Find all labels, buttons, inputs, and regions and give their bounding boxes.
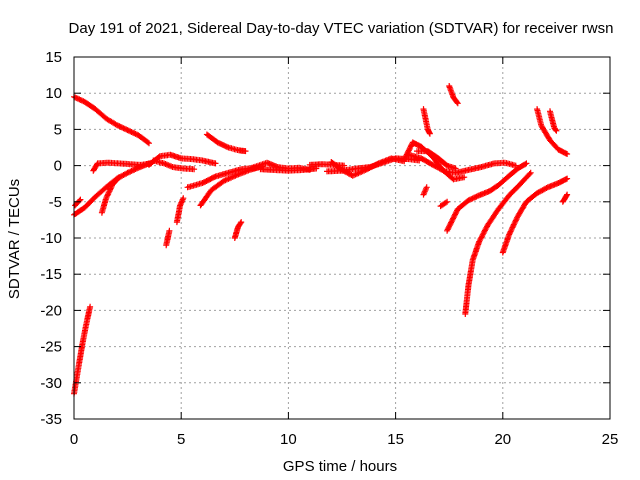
series-track-z	[446, 83, 461, 107]
series-track-af	[559, 191, 571, 205]
y-axis-label: SDTVAR / TECUs	[6, 179, 23, 299]
series-track-s	[324, 155, 423, 175]
y-tick-label: -30	[40, 375, 62, 392]
y-tick-label: -35	[40, 411, 62, 428]
series-track-ac	[499, 175, 571, 256]
x-axis-label: GPS time / hours	[283, 458, 397, 475]
series-track-w	[420, 106, 433, 137]
data-point-markers	[499, 175, 571, 256]
data-point-markers	[462, 169, 534, 317]
data-point-markers	[231, 219, 245, 241]
data-point-markers	[420, 106, 433, 137]
data-point-markers	[444, 160, 530, 234]
series-track-x	[420, 184, 430, 198]
x-tick-labels: 0 5 10 15 20 25	[70, 431, 619, 448]
series-track-e	[90, 159, 155, 174]
y-tick-label: 10	[45, 85, 62, 102]
data-point-markers	[414, 148, 459, 172]
x-tick-label: 20	[494, 431, 511, 448]
y-tick-label: -20	[40, 302, 62, 319]
data-point-markers	[98, 174, 122, 216]
series-track-n	[231, 219, 245, 241]
y-tick-label: -10	[40, 230, 62, 247]
y-tick-label: 5	[54, 121, 62, 138]
y-tick-labels: 15 10 5 0 -5 -10 -15 -20 -25 -30 -35	[40, 49, 62, 428]
data-point-markers	[559, 191, 571, 205]
data-point-markers	[150, 157, 198, 173]
data-points	[71, 83, 571, 397]
data-point-markers	[534, 106, 571, 157]
series-track-v	[414, 148, 459, 172]
series-track-ae	[547, 108, 560, 134]
y-tick-label: -25	[40, 339, 62, 356]
data-point-markers	[90, 159, 155, 174]
data-point-markers	[446, 83, 461, 107]
x-tick-label: 0	[70, 431, 78, 448]
axis-ticks	[73, 56, 611, 420]
data-point-markers	[163, 227, 173, 249]
x-tick-label: 10	[280, 431, 297, 448]
data-point-markers	[203, 131, 249, 155]
data-point-markers	[420, 184, 430, 198]
x-tick-label: 25	[602, 431, 619, 448]
series-track-f	[98, 174, 122, 216]
y-tick-label: -5	[49, 194, 62, 211]
chart-title: Day 191 of 2021, Sidereal Day-to-day VTE…	[69, 20, 614, 37]
x-tick-label: 5	[177, 431, 185, 448]
data-point-markers	[547, 108, 560, 134]
y-tick-label: 0	[54, 158, 62, 175]
x-tick-label: 15	[387, 431, 404, 448]
series-track-u	[405, 151, 519, 176]
series-track-aa	[444, 160, 530, 234]
series-track-i	[163, 227, 173, 249]
series-track-ab	[462, 169, 534, 317]
series-track-ad	[534, 106, 571, 157]
series-track-y	[437, 198, 451, 210]
series-track-j	[173, 195, 187, 226]
data-point-markers	[257, 165, 320, 174]
data-point-markers	[405, 151, 519, 176]
data-point-markers	[437, 198, 451, 210]
data-point-markers	[173, 195, 187, 226]
data-point-markers	[324, 155, 423, 175]
y-tick-label: -15	[40, 266, 62, 283]
series-track-h	[150, 157, 198, 173]
series-track-p	[257, 165, 320, 174]
series-track-m	[203, 131, 249, 155]
y-tick-label: 15	[45, 49, 62, 66]
